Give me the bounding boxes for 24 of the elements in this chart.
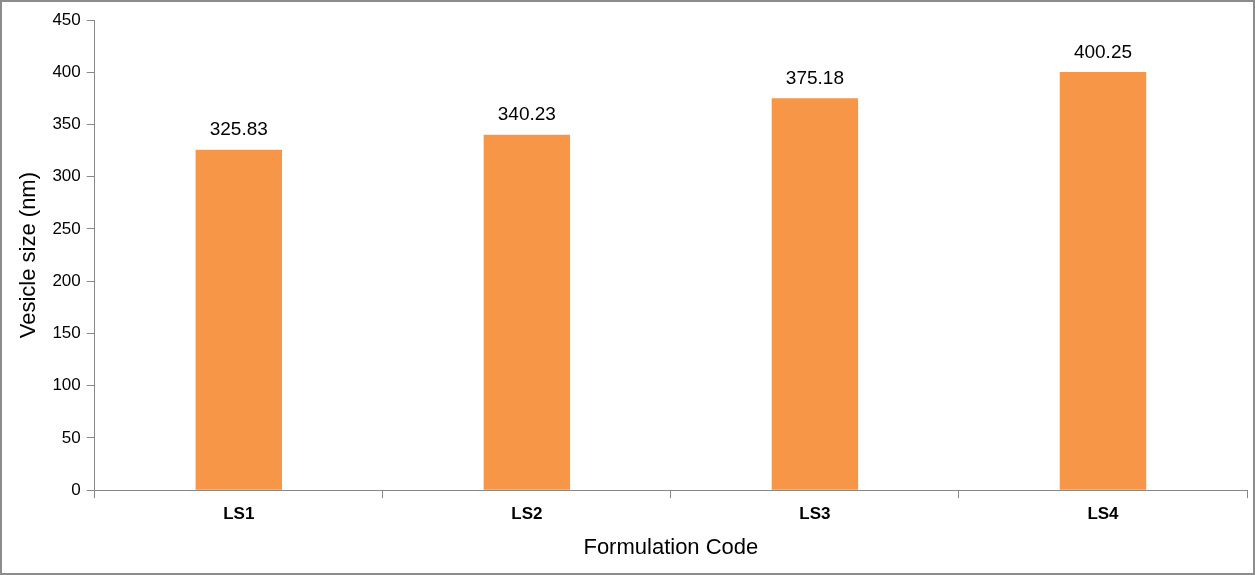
y-tick-label: 150 (52, 323, 81, 343)
x-tick-label: LS4 (1087, 504, 1120, 524)
x-tick-label: LS2 (511, 504, 543, 524)
x-axis-title: Formulation Code (583, 533, 759, 559)
bar (771, 98, 859, 490)
x-tick-label: LS1 (223, 504, 255, 524)
bar (483, 134, 571, 490)
bar (1059, 71, 1147, 490)
data-label: 400.25 (1073, 40, 1133, 62)
y-tick-label: 50 (61, 427, 81, 447)
y-tick-label: 400 (52, 61, 81, 81)
y-tick-label: 100 (52, 375, 81, 395)
data-label: 340.23 (497, 103, 556, 125)
y-tick-label: 250 (52, 218, 81, 238)
y-tick-label: 450 (52, 9, 81, 29)
y-tick-label: 300 (52, 166, 81, 186)
bar (195, 149, 282, 490)
y-axis-title: Vesicle size (nm) (15, 171, 41, 339)
data-label: 325.83 (209, 118, 268, 140)
y-tick-label: 0 (71, 479, 81, 499)
data-label: 375.18 (785, 66, 844, 88)
y-tick-label: 200 (52, 270, 81, 290)
y-tick-label: 350 (52, 114, 81, 134)
x-tick-label: LS3 (799, 504, 831, 524)
